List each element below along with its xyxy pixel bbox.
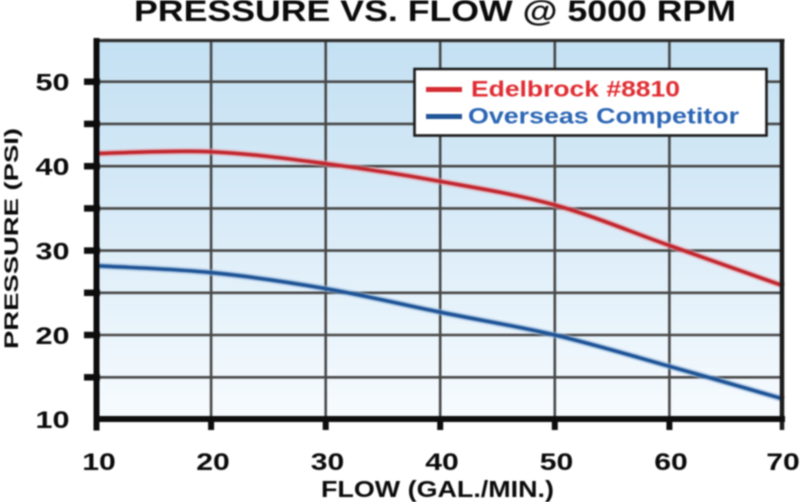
svg-text:40: 40: [425, 449, 459, 476]
svg-text:70: 70: [766, 449, 800, 476]
svg-text:50: 50: [36, 70, 70, 97]
svg-text:60: 60: [654, 449, 688, 476]
svg-text:10: 10: [36, 407, 70, 434]
svg-text:Overseas Competitor: Overseas Competitor: [468, 104, 740, 129]
svg-text:30: 30: [311, 449, 345, 476]
svg-text:50: 50: [540, 449, 574, 476]
svg-text:PRESSURE VS. FLOW @ 5000 RPM: PRESSURE VS. FLOW @ 5000 RPM: [134, 0, 736, 28]
svg-text:20: 20: [36, 323, 70, 350]
svg-text:30: 30: [36, 238, 70, 265]
svg-text:Edelbrock #8810: Edelbrock #8810: [471, 77, 680, 102]
svg-text:10: 10: [82, 449, 116, 476]
svg-text:20: 20: [196, 449, 230, 476]
svg-text:40: 40: [36, 154, 70, 181]
svg-text:PRESSURE (PSI): PRESSURE (PSI): [2, 128, 23, 349]
svg-text:FLOW (GAL./MIN.): FLOW (GAL./MIN.): [321, 476, 554, 502]
